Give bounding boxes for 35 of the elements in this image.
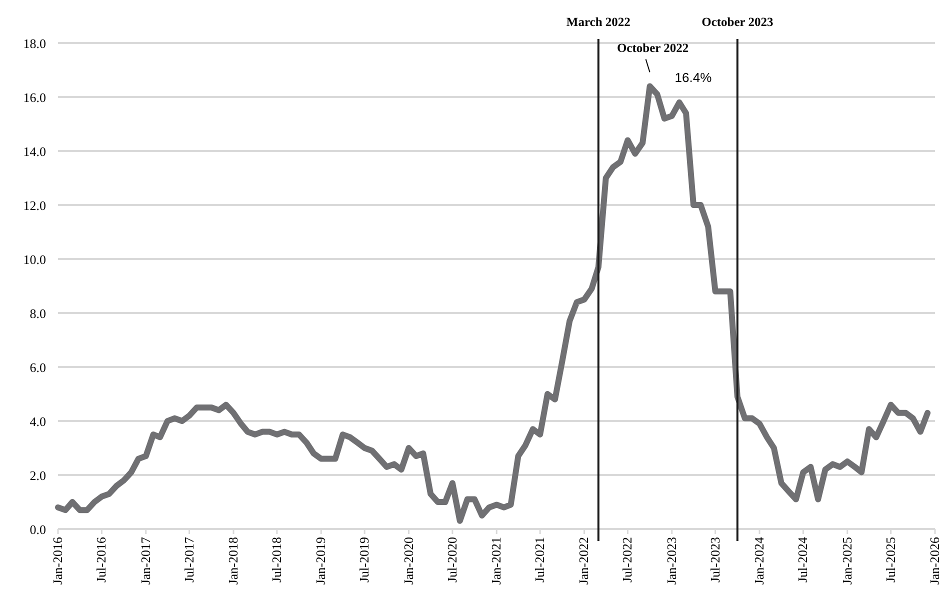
x-tick-label: Jan-2025 <box>839 537 854 585</box>
x-tick-label: Jan-2018 <box>225 537 240 585</box>
ref-line-label: March 2022 <box>566 15 630 29</box>
x-tick-label: Jan-2022 <box>576 537 592 585</box>
x-tick-label: Jul-2025 <box>882 537 898 582</box>
x-tick-label: Jan-2024 <box>752 536 767 585</box>
x-tick-label: Jan-2016 <box>50 536 65 585</box>
y-tick-label: 12.0 <box>23 198 46 213</box>
x-tick-label: Jul-2022 <box>620 537 635 582</box>
y-tick-label: 6.0 <box>30 360 46 375</box>
y-tick-label: 14.0 <box>23 144 46 159</box>
x-tick-label: Jul-2023 <box>707 537 722 582</box>
y-tick-label: 4.0 <box>30 414 46 429</box>
x-tick-label: Jul-2020 <box>444 537 460 582</box>
ref-line-label: October 2023 <box>702 15 774 29</box>
x-tick-label: Jul-2018 <box>268 537 284 582</box>
y-tick-label: 2.0 <box>30 468 46 483</box>
x-tick-label: Jul-2019 <box>356 537 372 582</box>
annotation: 16.4% <box>674 70 712 86</box>
x-tick-label: Jan-2017 <box>138 536 153 585</box>
x-tick-label: Jan-2023 <box>664 537 679 585</box>
y-tick-label: 16.0 <box>23 90 46 105</box>
y-tick-label: 10.0 <box>23 252 46 267</box>
y-tick-label: 0.0 <box>30 522 46 537</box>
x-tick-label: Jul-2016 <box>94 536 109 582</box>
y-tick-label: 18.0 <box>23 36 46 51</box>
x-tick-label: Jul-2021 <box>532 537 548 582</box>
x-tick-label: Jan-2020 <box>400 537 416 585</box>
y-tick-label: 8.0 <box>30 306 46 321</box>
x-tick-label: Jan-2026 <box>927 536 942 585</box>
x-tick-label: Jan-2021 <box>488 537 504 585</box>
x-tick-label: Jan-2019 <box>313 537 328 585</box>
x-tick-label: Jul-2024 <box>795 536 810 582</box>
x-tick-label: Jul-2017 <box>181 536 196 582</box>
annotation: October 2022 <box>616 41 689 56</box>
